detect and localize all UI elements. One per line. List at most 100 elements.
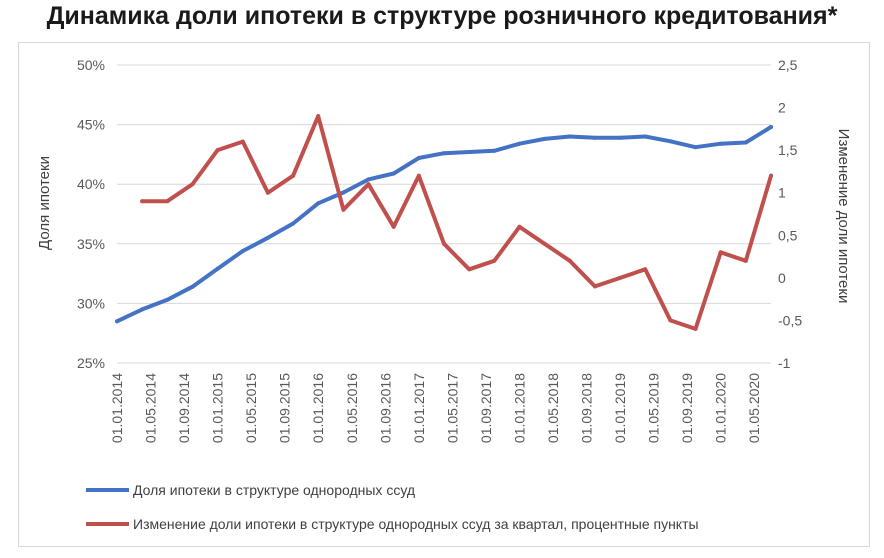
point-quarterly-change bbox=[769, 173, 773, 178]
point-mortgage-share bbox=[517, 141, 522, 146]
point-quarterly-change bbox=[291, 173, 296, 178]
point-mortgage-share bbox=[542, 136, 547, 141]
point-quarterly-change bbox=[668, 318, 673, 323]
x-tick-label: 01.01.2020 bbox=[713, 373, 729, 443]
point-mortgage-share bbox=[291, 221, 296, 226]
x-tick-label: 01.05.2016 bbox=[344, 373, 360, 443]
point-mortgage-share bbox=[442, 151, 446, 156]
point-mortgage-share bbox=[391, 171, 396, 176]
gridlines bbox=[117, 64, 771, 364]
y-right-tick-label: -1 bbox=[778, 355, 791, 371]
chart-frame: 25% 30% 35% 40% 45% 50% -1 -0,5 0 0,5 1 1,5 2 2,5 01… bbox=[18, 42, 870, 547]
legend: Доля ипотеки в структуре однородных ссуд… bbox=[86, 482, 699, 532]
point-quarterly-change bbox=[743, 258, 748, 263]
point-quarterly-change bbox=[341, 207, 346, 212]
point-mortgage-share bbox=[165, 297, 170, 302]
x-tick-label: 01.01.2019 bbox=[612, 373, 628, 443]
point-quarterly-change bbox=[517, 224, 522, 229]
point-mortgage-share bbox=[643, 134, 648, 139]
point-quarterly-change bbox=[567, 258, 572, 263]
y-left-tick-label: 45% bbox=[77, 117, 105, 133]
point-quarterly-change bbox=[442, 241, 446, 246]
point-quarterly-change bbox=[240, 139, 245, 144]
y-right-tick-label: 1,5 bbox=[778, 142, 798, 158]
point-quarterly-change bbox=[416, 173, 421, 178]
point-mortgage-share bbox=[316, 201, 321, 206]
point-quarterly-change bbox=[718, 250, 723, 255]
point-mortgage-share bbox=[743, 140, 748, 145]
point-mortgage-share bbox=[416, 156, 421, 160]
point-quarterly-change bbox=[492, 258, 497, 263]
x-tick-label: 01.05.2014 bbox=[143, 373, 159, 443]
point-mortgage-share bbox=[265, 235, 270, 240]
series-lines bbox=[115, 114, 773, 331]
y-left-tick-label: 30% bbox=[77, 295, 105, 311]
legend-label-mortgage-share: Доля ипотеки в структуре однородных ссуд bbox=[133, 482, 415, 498]
chart-title: Динамика доли ипотеки в структуре рознич… bbox=[46, 2, 838, 30]
point-mortgage-share bbox=[341, 190, 346, 195]
y-axis-left-label: Доля ипотеки bbox=[36, 156, 53, 250]
point-quarterly-change bbox=[542, 241, 547, 246]
point-mortgage-share bbox=[567, 134, 572, 139]
y-axis-right: -1 -0,5 0 0,5 1 1,5 2 2,5 bbox=[778, 57, 802, 371]
point-quarterly-change bbox=[467, 267, 472, 272]
x-tick-label: 01.01.2018 bbox=[511, 373, 527, 443]
point-quarterly-change bbox=[165, 199, 170, 204]
point-mortgage-share bbox=[718, 141, 723, 146]
point-mortgage-share bbox=[240, 249, 245, 253]
series-line-quarterly-change bbox=[140, 114, 773, 331]
point-mortgage-share bbox=[618, 135, 623, 140]
x-tick-label: 01.09.2018 bbox=[579, 373, 595, 443]
point-mortgage-share bbox=[592, 135, 597, 140]
y-left-tick-label: 50% bbox=[77, 57, 105, 73]
x-axis: 01.01.2014 01.05.2014 01.09.2014 01.01.2015… bbox=[109, 373, 762, 443]
point-quarterly-change bbox=[190, 182, 195, 187]
y-left-tick-label: 25% bbox=[77, 355, 105, 371]
x-tick-label: 01.05.2017 bbox=[444, 373, 460, 443]
x-tick-label: 01.01.2017 bbox=[411, 373, 427, 443]
y-right-tick-label: 2,5 bbox=[778, 57, 798, 73]
point-mortgage-share bbox=[215, 266, 220, 271]
y-axis-right-label: Изменение доли ипотеки bbox=[835, 129, 852, 304]
point-quarterly-change bbox=[316, 114, 321, 119]
point-mortgage-share bbox=[190, 284, 195, 289]
point-mortgage-share bbox=[668, 139, 673, 144]
point-quarterly-change bbox=[592, 284, 597, 289]
point-mortgage-share bbox=[693, 145, 698, 150]
y-right-tick-label: 1 bbox=[778, 185, 786, 201]
point-mortgage-share bbox=[140, 307, 145, 312]
y-axis-left: 25% 30% 35% 40% 45% 50% bbox=[77, 57, 105, 371]
legend-label-quarterly-change: Изменение доли ипотеки в структуре однор… bbox=[133, 516, 699, 532]
point-quarterly-change bbox=[366, 182, 371, 187]
x-tick-label: 01.09.2014 bbox=[176, 373, 192, 443]
x-tick-label: 01.09.2019 bbox=[679, 373, 695, 443]
x-tick-label: 01.09.2015 bbox=[277, 373, 293, 443]
point-mortgage-share bbox=[492, 148, 497, 153]
x-tick-label: 01.05.2018 bbox=[545, 373, 561, 443]
point-quarterly-change bbox=[693, 326, 698, 331]
x-tick-label: 01.01.2015 bbox=[210, 373, 226, 443]
x-tick-label: 01.05.2019 bbox=[646, 373, 662, 443]
x-tick-label: 01.01.2014 bbox=[109, 373, 125, 443]
point-quarterly-change bbox=[391, 224, 396, 229]
point-quarterly-change bbox=[215, 148, 220, 153]
point-mortgage-share bbox=[115, 319, 119, 324]
point-mortgage-share bbox=[366, 177, 371, 182]
y-right-tick-label: -0,5 bbox=[778, 312, 802, 328]
point-quarterly-change bbox=[618, 275, 623, 280]
y-right-tick-label: 0 bbox=[778, 270, 786, 286]
point-quarterly-change bbox=[140, 199, 145, 204]
point-quarterly-change bbox=[265, 190, 270, 195]
x-tick-label: 01.09.2017 bbox=[478, 373, 494, 443]
point-quarterly-change bbox=[643, 267, 648, 272]
y-right-tick-label: 2 bbox=[778, 100, 786, 116]
line-chart: 25% 30% 35% 40% 45% 50% -1 -0,5 0 0,5 1 1,5 2 2,5 01… bbox=[36, 57, 852, 532]
x-tick-label: 01.05.2020 bbox=[746, 373, 762, 443]
x-tick-label: 01.05.2015 bbox=[243, 373, 259, 443]
point-mortgage-share bbox=[769, 125, 773, 129]
point-mortgage-share bbox=[467, 150, 472, 154]
y-left-tick-label: 40% bbox=[77, 176, 105, 192]
x-tick-label: 01.01.2016 bbox=[310, 373, 326, 443]
y-left-tick-label: 35% bbox=[77, 236, 105, 252]
y-right-tick-label: 0,5 bbox=[778, 227, 798, 243]
